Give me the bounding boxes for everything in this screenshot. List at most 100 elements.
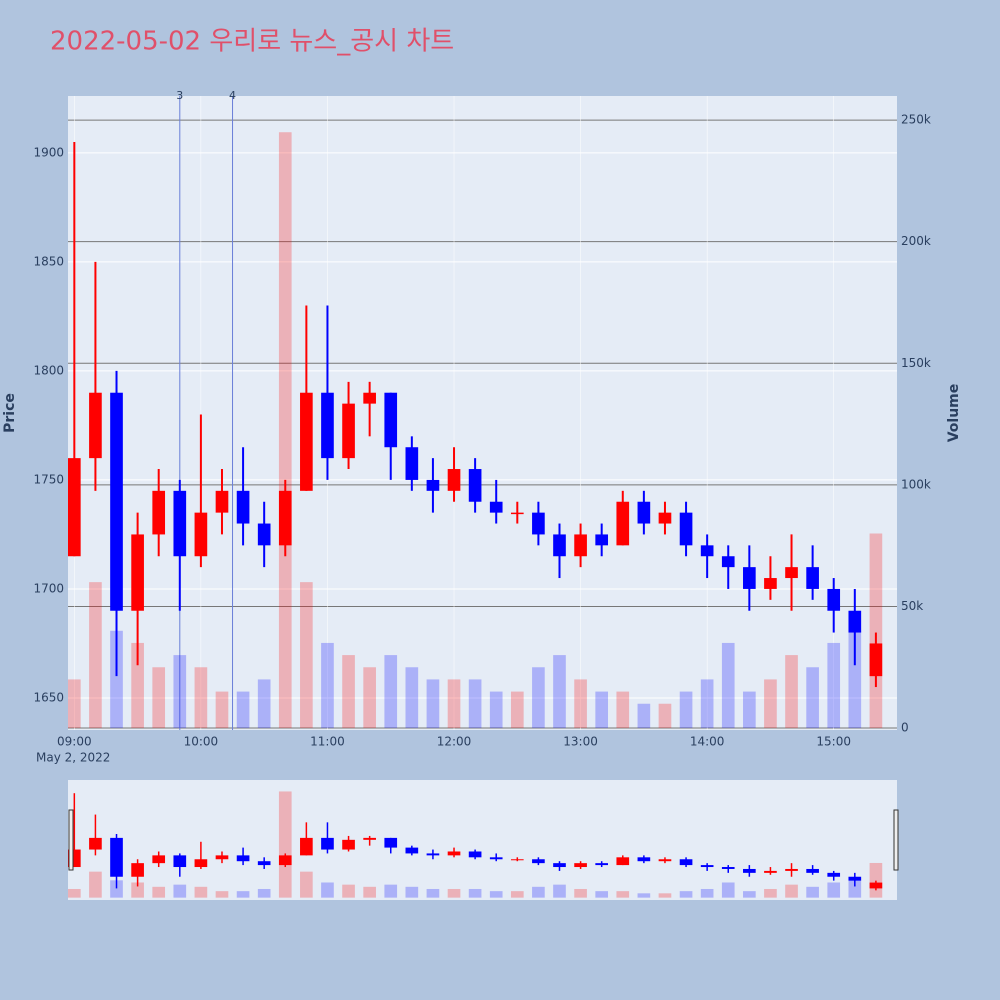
mini-candle-body	[278, 855, 292, 866]
candle-body	[595, 534, 609, 546]
mini-volume-bar	[700, 888, 714, 898]
y-axis-title: Price	[2, 393, 18, 433]
candle-body	[278, 490, 292, 546]
candle-body	[68, 458, 81, 557]
volume-bar	[869, 533, 883, 729]
candle-body	[827, 588, 841, 611]
volume-bar	[342, 655, 355, 729]
candle-body	[848, 610, 862, 633]
volume-bar	[616, 691, 630, 729]
x-tick-label: 12:00	[437, 735, 472, 749]
y2-tick-label: 0	[901, 721, 909, 735]
candle-body	[743, 567, 756, 589]
mini-candle-body	[532, 859, 545, 864]
candle-body	[553, 534, 566, 557]
volume-bar	[532, 667, 545, 729]
y-tick-label: 1750	[33, 472, 64, 486]
volume-bar	[110, 630, 123, 729]
volume-bar	[236, 691, 250, 729]
range-slider[interactable]	[68, 780, 897, 900]
y2-axis-title: Volume	[946, 384, 962, 443]
candle-body	[321, 392, 334, 459]
volume-bar	[173, 655, 187, 729]
mini-volume-bar	[827, 882, 841, 898]
mini-volume-bar	[806, 886, 819, 898]
volume-bar	[215, 691, 229, 729]
volume-bar	[553, 655, 566, 729]
candle-body	[764, 578, 777, 589]
volume-bar	[489, 691, 503, 729]
volume-bar	[764, 679, 777, 729]
mini-volume-bar	[447, 888, 461, 898]
volume-bar	[384, 655, 398, 729]
volume-bar	[721, 642, 735, 729]
volume-bar	[321, 642, 334, 729]
mini-candle-body	[700, 865, 714, 868]
mini-volume-bar	[658, 893, 672, 898]
mini-candle-body	[827, 872, 841, 877]
x-date-label: May 2, 2022	[36, 751, 110, 765]
candle-body	[300, 392, 313, 491]
candle-body	[721, 556, 735, 568]
mini-candle-body	[426, 853, 440, 856]
mini-candle-body	[110, 837, 123, 877]
mini-candle-body	[553, 863, 566, 868]
volume-bar	[848, 630, 862, 729]
candle-body	[173, 490, 187, 557]
y-tick-label: 1650	[33, 690, 64, 704]
y2-tick-label: 250k	[901, 113, 931, 127]
candle-body	[532, 512, 545, 535]
candle-body	[806, 567, 819, 589]
mini-candle-body	[194, 859, 208, 868]
volume-bar	[468, 679, 482, 729]
range-handle[interactable]	[893, 809, 899, 871]
mini-candle-body	[658, 859, 672, 862]
volume-bar	[637, 703, 651, 729]
plot-area	[68, 96, 897, 730]
volume-bar	[89, 582, 102, 729]
candle-body	[152, 490, 166, 535]
mini-candle-body	[152, 855, 166, 864]
mini-volume-bar	[679, 891, 693, 898]
mini-candle-body	[848, 876, 862, 881]
volume-bar	[152, 667, 166, 729]
candle-body	[89, 392, 102, 459]
mini-volume-bar	[405, 886, 419, 898]
x-tick-label: 15:00	[816, 735, 851, 749]
mini-volume-bar	[637, 893, 651, 898]
range-handle[interactable]	[68, 809, 74, 871]
volume-bar	[68, 679, 81, 729]
mini-candle-body	[510, 859, 524, 861]
mini-candle-body	[616, 857, 630, 866]
mini-volume-bar	[743, 891, 756, 898]
volume-bar	[827, 642, 841, 729]
mini-volume-bar	[152, 886, 166, 898]
volume-bar	[658, 703, 672, 729]
candle-body	[785, 567, 798, 579]
mini-volume-bar	[426, 888, 440, 898]
mini-volume-bar	[616, 891, 630, 898]
mini-volume-bar	[869, 862, 883, 898]
candle-body	[257, 523, 271, 546]
volume-bar	[257, 679, 271, 729]
annotation-label: 4	[229, 89, 236, 102]
y2-tick-label: 200k	[901, 234, 931, 248]
mini-volume-bar	[489, 891, 503, 898]
mini-volume-bar	[194, 886, 208, 898]
mini-volume-bar	[510, 891, 524, 898]
mini-candle-body	[721, 867, 735, 869]
y-tick-label: 1900	[33, 145, 64, 159]
mini-volume-bar	[131, 882, 144, 898]
candle-body	[342, 403, 355, 459]
candle-body	[384, 392, 398, 448]
mini-volume-bar	[173, 884, 187, 898]
mini-volume-bar	[574, 888, 587, 898]
candle-body	[447, 469, 461, 491]
mini-candle-body	[89, 837, 102, 850]
candle-body	[363, 392, 376, 404]
x-tick-label: 14:00	[690, 735, 725, 749]
x-tick-label: 09:00	[57, 735, 92, 749]
x-tick-label: 10:00	[184, 735, 219, 749]
mini-volume-bar	[785, 884, 798, 898]
volume-bar	[510, 691, 524, 729]
